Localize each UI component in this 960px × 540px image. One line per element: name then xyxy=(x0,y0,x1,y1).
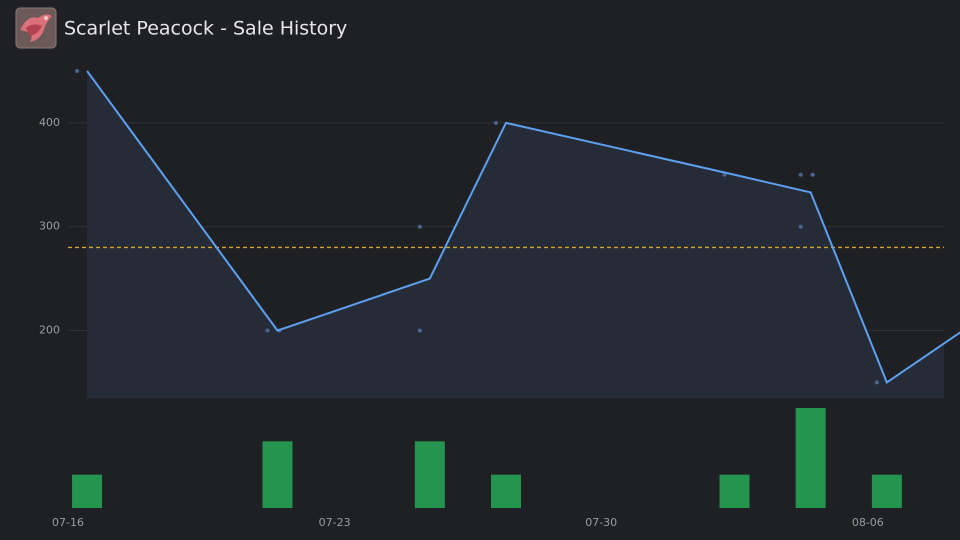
sale-dot xyxy=(810,172,815,177)
volume-bar xyxy=(795,408,826,508)
item-icon xyxy=(15,7,57,49)
volume-bar xyxy=(871,474,902,508)
volume-bar xyxy=(414,441,445,508)
volume-bar xyxy=(719,474,750,508)
sale-dot xyxy=(417,224,422,229)
sale-dot xyxy=(494,120,498,125)
y-tick-label: 200 xyxy=(39,324,60,337)
volume-bar xyxy=(262,441,293,508)
page-title: Scarlet Peacock - Sale History xyxy=(64,18,347,40)
sale-dot xyxy=(798,224,803,229)
y-tick-label: 300 xyxy=(39,220,60,233)
price-line xyxy=(86,70,960,384)
y-tick-label: 400 xyxy=(39,116,60,129)
volume-bar xyxy=(491,474,521,508)
sale-dot xyxy=(265,328,270,333)
price-area xyxy=(87,70,944,398)
sale-dot xyxy=(417,328,422,333)
sale-dot xyxy=(722,172,727,177)
sale-dot xyxy=(75,68,80,73)
x-tick-label: 08-06 xyxy=(852,516,884,529)
sale-dot xyxy=(874,380,879,385)
x-tick-label: 07-30 xyxy=(585,516,617,529)
sale-dot xyxy=(798,172,803,177)
x-tick-label: 07-23 xyxy=(319,516,351,529)
x-tick-label: 07-16 xyxy=(52,516,84,529)
volume-bar xyxy=(72,474,103,508)
area-group xyxy=(87,70,944,398)
